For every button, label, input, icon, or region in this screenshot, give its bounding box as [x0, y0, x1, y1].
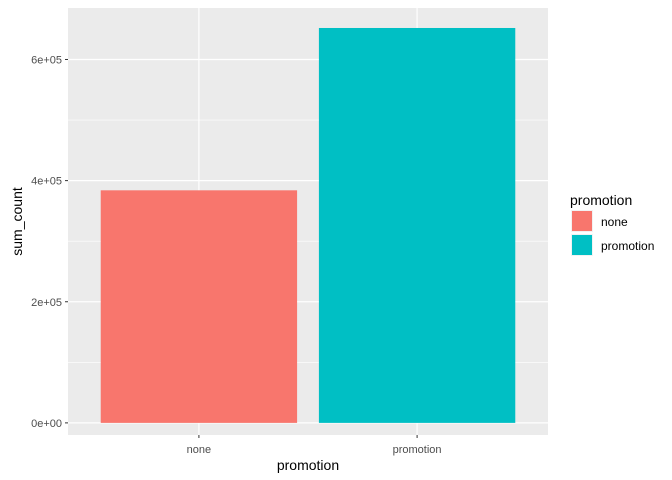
x-axis-title: promotion — [277, 457, 339, 473]
y-tick-label: 6e+05 — [31, 54, 62, 66]
legend-label: promotion — [601, 239, 654, 253]
legend-swatch — [572, 211, 592, 231]
y-tick-label: 0e+00 — [31, 418, 62, 430]
legend-label: none — [601, 215, 628, 229]
axis-ticks: 0e+00 2e+05 4e+05 6e+05 none promotion — [31, 54, 441, 456]
bars — [100, 27, 516, 423]
bar-promotion — [318, 27, 516, 423]
y-tick-label: 4e+05 — [31, 176, 62, 188]
legend-entries: none promotion — [571, 210, 654, 256]
legend-swatch — [572, 235, 592, 255]
legend-title: promotion — [570, 192, 632, 208]
bar-none — [100, 190, 298, 423]
x-tick-label: none — [187, 444, 211, 456]
y-axis-title: sum_count — [9, 187, 25, 256]
y-tick-label: 2e+05 — [31, 297, 62, 309]
legend: promotion none promotion — [570, 192, 654, 256]
x-tick-label: promotion — [393, 444, 442, 456]
